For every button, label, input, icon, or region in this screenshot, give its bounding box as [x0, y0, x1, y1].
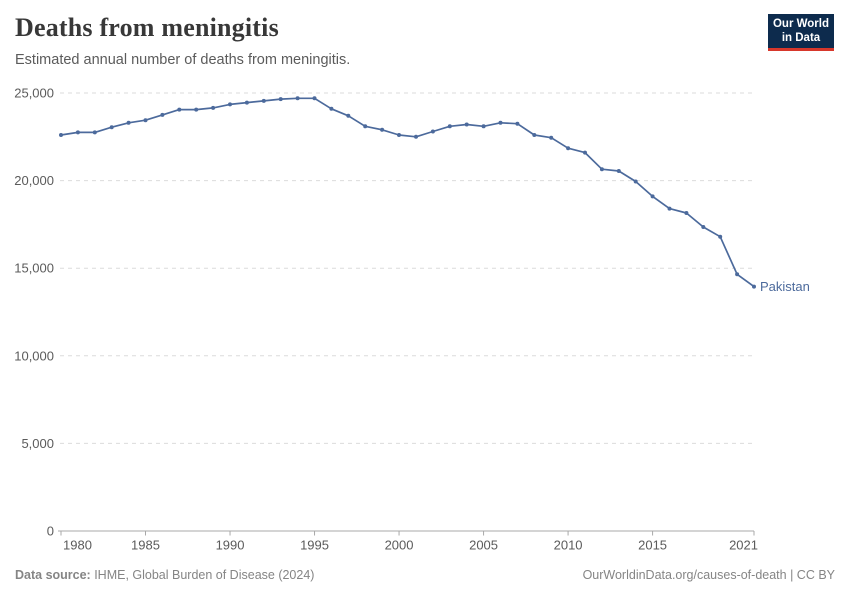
data-point[interactable] — [752, 284, 756, 289]
data-point[interactable] — [414, 134, 418, 139]
data-point[interactable] — [261, 98, 266, 103]
data-point[interactable] — [109, 125, 114, 130]
data-point[interactable] — [59, 133, 63, 137]
data-point[interactable] — [380, 127, 385, 132]
x-axis-tick-label: 2000 — [385, 538, 414, 553]
x-axis-tick-label: 2021 — [729, 538, 758, 553]
data-point[interactable] — [92, 130, 97, 135]
chart-footer: Data source: IHME, Global Burden of Dise… — [15, 568, 835, 582]
data-point[interactable] — [194, 107, 199, 112]
data-point[interactable] — [346, 113, 351, 118]
x-axis-tick-label: 1980 — [63, 538, 92, 553]
data-point[interactable] — [244, 100, 249, 105]
x-axis-tick-label: 1990 — [216, 538, 245, 553]
data-point[interactable] — [75, 130, 80, 135]
x-axis-tick-label: 1995 — [300, 538, 329, 553]
data-point[interactable] — [447, 124, 452, 129]
data-point[interactable] — [498, 120, 503, 125]
series-end-label[interactable]: Pakistan — [760, 279, 810, 294]
data-point[interactable] — [633, 179, 638, 184]
owid-logo-line1: Our World — [772, 18, 829, 30]
data-point[interactable] — [701, 225, 706, 229]
y-axis-tick-label: 0 — [47, 524, 54, 539]
data-point[interactable] — [160, 112, 165, 117]
y-axis-tick-label: 15,000 — [14, 261, 54, 276]
data-point[interactable] — [599, 167, 604, 172]
data-point[interactable] — [464, 122, 469, 127]
x-axis-tick-label: 2015 — [638, 538, 667, 553]
y-axis-tick-label: 5,000 — [21, 436, 54, 451]
x-axis-tick-label: 2010 — [554, 538, 583, 553]
data-point[interactable] — [667, 206, 672, 211]
y-axis-tick-label: 20,000 — [14, 173, 54, 188]
data-point[interactable] — [278, 97, 283, 102]
data-point[interactable] — [616, 169, 621, 173]
data-point[interactable] — [718, 234, 723, 239]
data-point[interactable] — [430, 129, 435, 134]
data-point[interactable] — [735, 272, 740, 277]
chart-subtitle: Estimated annual number of deaths from m… — [15, 52, 351, 68]
y-axis-tick-label: 25,000 — [14, 86, 54, 101]
owid-logo-line2: in Data — [781, 32, 821, 44]
data-point[interactable] — [650, 194, 655, 199]
x-axis-tick-label: 1985 — [131, 538, 160, 553]
data-point[interactable] — [583, 150, 587, 155]
chart-title: Deaths from meningitis — [15, 13, 279, 42]
data-source-text: IHME, Global Burden of Disease (2024) — [90, 568, 315, 582]
data-point[interactable] — [397, 133, 401, 137]
data-point[interactable] — [228, 102, 232, 107]
data-point[interactable] — [684, 211, 689, 215]
data-point[interactable] — [481, 124, 486, 129]
data-point[interactable] — [515, 121, 520, 126]
data-point[interactable] — [143, 118, 148, 123]
y-axis-tick-label: 10,000 — [14, 348, 54, 363]
data-point[interactable] — [312, 96, 317, 101]
data-source-label: Data source: — [15, 568, 91, 582]
data-line-pakistan[interactable] — [60, 97, 755, 288]
data-point[interactable] — [126, 120, 131, 125]
citation-url: OurWorldinData.org/causes-of-death | CC … — [582, 568, 835, 582]
data-point[interactable] — [363, 124, 368, 129]
data-point[interactable] — [329, 106, 334, 111]
data-point[interactable] — [211, 105, 216, 110]
data-point[interactable] — [549, 135, 554, 140]
owid-logo[interactable]: Our World in Data — [768, 14, 834, 51]
data-point[interactable] — [566, 146, 571, 151]
x-axis-tick-label: 2005 — [469, 538, 498, 553]
data-point[interactable] — [295, 96, 300, 101]
data-point[interactable] — [177, 107, 182, 112]
data-source-note: Data source: IHME, Global Burden of Dise… — [15, 568, 314, 582]
data-point[interactable] — [532, 133, 537, 137]
